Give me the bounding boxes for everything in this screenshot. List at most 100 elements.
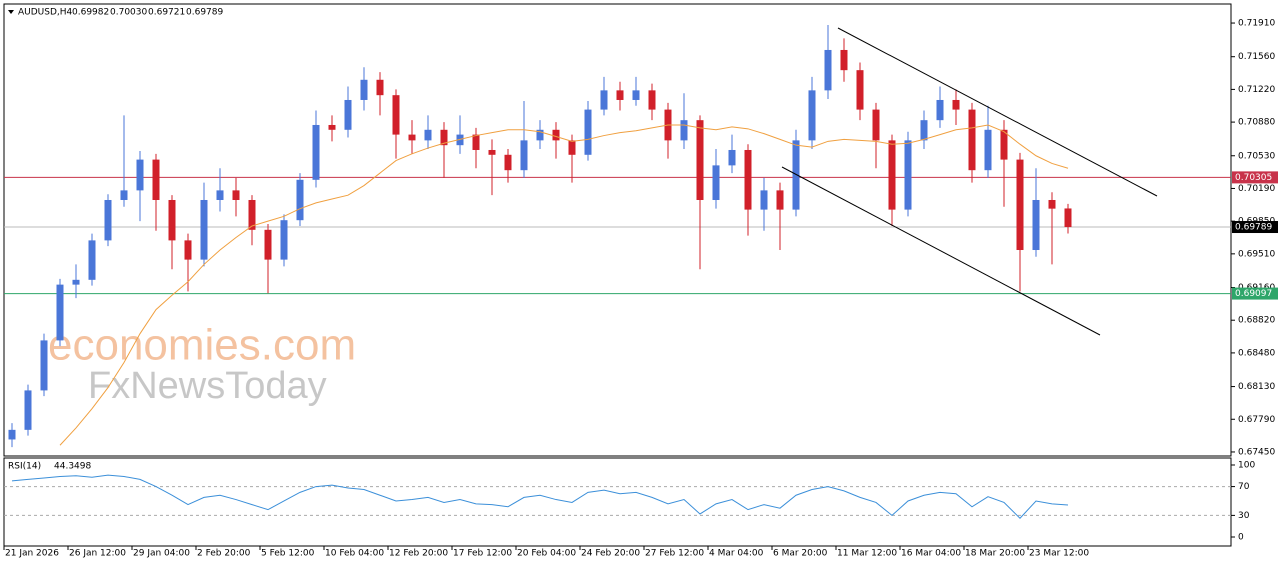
candle-body: [440, 129, 448, 146]
header-value: 0.69982: [72, 8, 109, 18]
candle-body: [312, 124, 320, 180]
candle-body: [824, 49, 832, 91]
candle-body: [600, 90, 608, 110]
candle-body: [760, 190, 768, 210]
candle-body: [8, 429, 16, 440]
x-tick-label: 6 Mar 20:00: [773, 549, 828, 559]
price-tag: [1232, 171, 1278, 184]
header-value: 0.69721: [148, 8, 185, 18]
rsi-line: [11, 474, 1069, 519]
candle-body: [328, 124, 336, 130]
candle-body: [232, 190, 240, 200]
x-tick-label: 27 Feb 12:00: [645, 549, 704, 559]
x-tick-label: 29 Jan 04:00: [133, 549, 190, 559]
x-tick-label: 23 Mar 12:00: [1029, 549, 1089, 559]
candle-body: [72, 279, 80, 285]
candle-body: [280, 220, 288, 260]
price-tag-label: 0.69097: [1235, 289, 1272, 299]
candle-body: [1048, 199, 1056, 209]
candle-body: [136, 159, 144, 191]
candle-body: [376, 79, 384, 96]
x-tick-label: 10 Feb 04:00: [325, 549, 384, 559]
y-tick-label: 0.68130: [1238, 382, 1275, 392]
x-tick-label: 18 Mar 20:00: [965, 549, 1025, 559]
candle-body: [552, 129, 560, 141]
candle-body: [152, 159, 160, 200]
symbol: AUDUSD,H4: [18, 8, 73, 18]
candle-body: [408, 134, 416, 141]
y-tick-label: 0.68480: [1238, 348, 1275, 358]
y-tick-label: 0.71220: [1238, 85, 1275, 95]
candle-body: [184, 240, 192, 260]
candle-body: [712, 165, 720, 200]
candle-body: [472, 134, 480, 150]
rsi-tick-label: 30: [1238, 511, 1250, 521]
candle-body: [536, 129, 544, 141]
candle-body: [968, 109, 976, 171]
watermark: economies.com: [48, 321, 356, 370]
candle-body: [248, 199, 256, 230]
rsi-tick-label: 0: [1238, 532, 1244, 542]
y-tick-label: 0.70530: [1238, 151, 1275, 161]
candle-body: [360, 79, 368, 100]
price-tag: [1232, 221, 1278, 234]
x-tick-label: 17 Feb 12:00: [453, 549, 512, 559]
y-tick-label: 0.70190: [1238, 184, 1275, 194]
y-tick-label: 0.67450: [1238, 447, 1275, 457]
candle-body: [120, 190, 128, 200]
candle-body: [808, 90, 816, 141]
candle-body: [1000, 129, 1008, 160]
candle-body: [56, 284, 64, 341]
candle-body: [616, 90, 624, 100]
price-tag-label: 0.70305: [1235, 173, 1272, 183]
header-value: 0.70030: [110, 8, 147, 18]
candle-body: [168, 199, 176, 241]
candle-body: [40, 340, 48, 391]
candle-body: [1016, 159, 1024, 251]
candle-body: [216, 190, 224, 200]
candle-body: [920, 120, 928, 141]
candle-body: [872, 109, 880, 141]
x-tick-label: 4 Mar 04:00: [709, 549, 764, 559]
candle-body: [1064, 208, 1072, 228]
candle-body: [984, 129, 992, 171]
x-tick-label: 2 Feb 20:00: [197, 549, 251, 559]
y-tick-label: 0.70880: [1238, 118, 1275, 128]
rsi-tick-label: 70: [1238, 482, 1250, 492]
candle-body: [936, 99, 944, 121]
candle-body: [88, 240, 96, 280]
y-tick-label: 0.69510: [1238, 249, 1275, 259]
candle-body: [200, 199, 208, 260]
candle-body: [728, 149, 736, 166]
candle-body: [424, 129, 432, 141]
candle-body: [776, 190, 784, 210]
x-tick-label: 16 Mar 04:00: [901, 549, 961, 559]
candle-body: [488, 149, 496, 155]
candle-body: [648, 90, 656, 110]
x-tick-label: 24 Feb 20:00: [581, 549, 640, 559]
price-tag-label: 0.69789: [1235, 223, 1272, 233]
candle-body: [520, 140, 528, 171]
candle-body: [392, 95, 400, 135]
candle-body: [904, 140, 912, 210]
y-tick-label: 0.71910: [1238, 19, 1275, 29]
x-tick-label: 20 Feb 04:00: [517, 549, 576, 559]
candle-body: [840, 49, 848, 71]
x-tick-label: 21 Jan 2026: [5, 549, 59, 559]
candle-body: [104, 199, 112, 241]
candle-body: [952, 99, 960, 110]
rsi-tick-label: 100: [1238, 460, 1255, 470]
y-tick-label: 0.67790: [1238, 415, 1275, 425]
candle-body: [296, 179, 304, 221]
candle-body: [584, 109, 592, 155]
candle-body: [792, 140, 800, 210]
watermark: FxNewsToday: [88, 365, 327, 407]
candle-body: [888, 140, 896, 210]
y-tick-label: 0.68820: [1238, 316, 1275, 326]
candle-body: [264, 229, 272, 260]
candle-body: [24, 390, 32, 430]
candle-body: [632, 90, 640, 100]
x-tick-label: 5 Feb 12:00: [261, 549, 315, 559]
moving-average: [59, 124, 1069, 446]
menu-arrow[interactable]: [8, 10, 14, 14]
